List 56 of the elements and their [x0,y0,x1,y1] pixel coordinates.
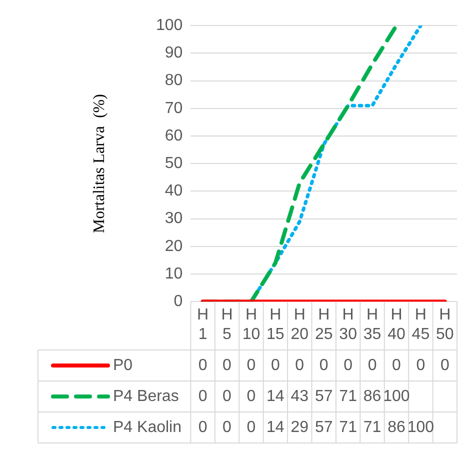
data-label: 71 [363,418,382,436]
y-tick-label: 0 [174,293,183,310]
data-label: 0 [222,356,232,374]
data-label: 100 [407,418,434,436]
data-label: 0 [416,356,426,374]
x-tick-label: H 30 [339,306,358,343]
data-label: 0 [392,356,402,374]
y-tick-label: 90 [164,44,183,62]
y-tick-label: 60 [164,127,183,144]
x-tick-label: H 50 [436,306,454,343]
data-label: 0 [198,388,208,405]
data-label: 100 [383,388,410,405]
y-tick-label: 30 [164,210,183,228]
data-label: 0 [198,356,208,374]
x-tick-label: H 10 [242,306,260,343]
data-label: 0 [319,356,328,374]
data-label: 0 [295,356,304,374]
data-label: 0 [246,356,256,374]
x-tick-label: H 40 [388,306,406,343]
x-tick-label: H 5 [221,306,233,343]
x-tick-label: H 25 [314,306,333,343]
x-tick-label: H 35 [363,306,382,343]
data-label: 14 [266,388,284,405]
data-label: 57 [314,418,333,436]
data-label: 0 [368,356,377,374]
y-tick-label: 40 [164,182,183,200]
legend-label: P4 Beras [113,388,179,405]
data-label: 43 [290,388,309,405]
y-tick-label: 10 [164,265,183,282]
data-label: 14 [266,418,284,436]
y-tick-label: 20 [164,238,183,255]
data-label: 0 [246,388,256,405]
y-tick-label: 50 [164,155,183,172]
data-label: 0 [246,418,256,436]
data-label: 0 [440,356,450,374]
data-label: 0 [344,356,353,374]
data-label: 86 [363,388,382,405]
data-label: 29 [290,418,309,436]
y-tick-label: 80 [164,72,183,90]
y-tick-label: 70 [164,100,183,117]
x-tick-label: H 1 [197,306,209,343]
data-label: 57 [314,388,333,405]
data-label: 0 [270,356,280,374]
data-label: 71 [339,418,358,436]
y-tick-label: 100 [156,17,183,34]
data-label: 0 [198,418,208,436]
data-label: 0 [222,388,232,405]
x-tick-label: H 15 [266,306,284,343]
data-label: 0 [222,418,232,436]
y-axis-title: Mortalitas Larva (%) [91,94,108,234]
x-tick-label: H 45 [412,306,430,343]
legend-label: P4 Kaolin [113,418,182,436]
legend-label: P0 [113,356,133,374]
x-tick-label: H 20 [290,306,309,343]
data-label: 86 [388,418,406,436]
data-label: 71 [339,388,358,405]
